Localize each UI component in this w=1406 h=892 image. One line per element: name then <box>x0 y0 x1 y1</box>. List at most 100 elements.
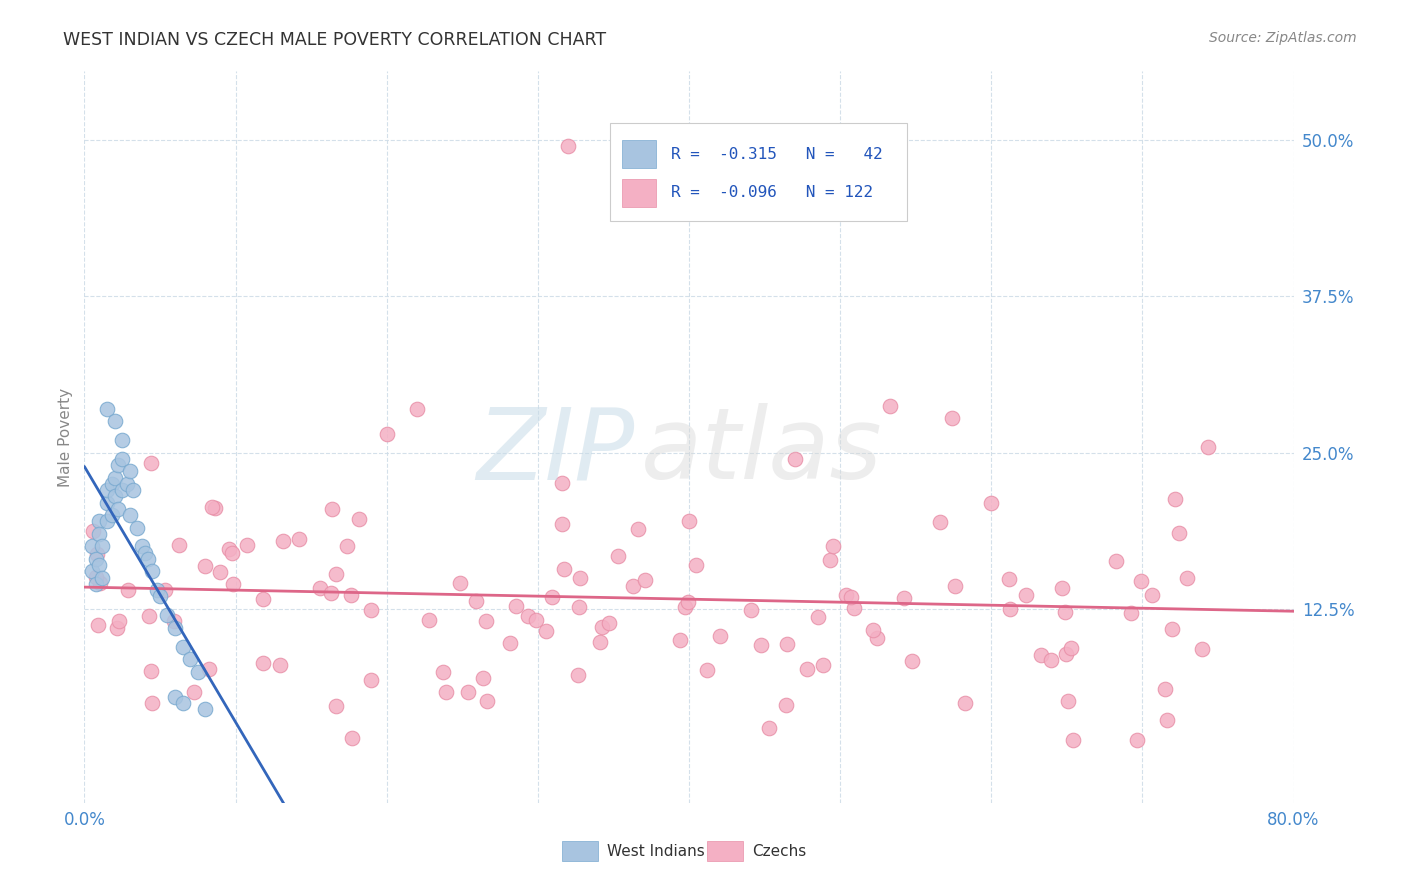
Point <box>1050 581 1073 595</box>
Point <box>100 477 122 491</box>
Point <box>138 609 160 624</box>
Point <box>87 618 110 632</box>
Point <box>141 456 163 470</box>
Point <box>218 541 240 556</box>
Text: R =  -0.096   N = 122: R = -0.096 N = 122 <box>671 186 873 201</box>
Point <box>375 426 398 441</box>
Point <box>1104 554 1126 568</box>
Point <box>457 685 479 699</box>
Point <box>866 631 889 645</box>
Point <box>541 590 564 604</box>
Point <box>167 538 190 552</box>
Point <box>879 399 901 413</box>
Point <box>80 565 103 579</box>
Point <box>998 601 1021 615</box>
Point <box>998 572 1021 586</box>
Point <box>84 570 107 584</box>
Point <box>105 621 128 635</box>
Point <box>111 452 134 467</box>
Point <box>557 139 579 153</box>
Bar <box>562 841 599 862</box>
Point <box>1057 694 1080 708</box>
Point <box>839 590 862 604</box>
Point <box>96 496 118 510</box>
Point <box>634 573 657 587</box>
Point <box>776 637 799 651</box>
Point <box>118 508 141 523</box>
Point <box>449 576 471 591</box>
Point <box>740 603 762 617</box>
Point <box>505 599 527 614</box>
Point <box>104 414 127 428</box>
Bar <box>707 841 744 862</box>
Point <box>1168 525 1191 540</box>
Point <box>104 471 127 485</box>
Point <box>104 490 127 504</box>
Point <box>347 511 370 525</box>
Point <box>204 500 226 515</box>
Point <box>155 582 177 597</box>
Point <box>434 685 457 699</box>
Point <box>131 540 153 554</box>
Point <box>775 698 797 712</box>
Point <box>336 539 359 553</box>
Point <box>709 629 731 643</box>
Bar <box>623 179 657 207</box>
Point <box>360 602 382 616</box>
Point <box>553 562 575 576</box>
Text: atlas: atlas <box>641 403 882 500</box>
Point <box>208 565 231 579</box>
Text: R =  -0.315   N =   42: R = -0.315 N = 42 <box>671 146 883 161</box>
Text: ZIP: ZIP <box>477 403 634 500</box>
Point <box>598 616 620 631</box>
Point <box>551 517 574 532</box>
Point <box>953 697 976 711</box>
Point <box>673 600 696 615</box>
Point <box>678 515 700 529</box>
Point <box>163 614 186 628</box>
Point <box>1126 733 1149 747</box>
Point <box>287 532 309 546</box>
Point <box>1142 588 1164 602</box>
Point <box>783 452 806 467</box>
Point <box>1156 713 1178 727</box>
Point <box>823 539 845 553</box>
Point <box>117 583 139 598</box>
Point <box>201 500 224 515</box>
Y-axis label: Male Poverty: Male Poverty <box>58 387 73 487</box>
Point <box>796 662 818 676</box>
Point <box>118 465 141 479</box>
Point <box>271 533 294 548</box>
Point <box>198 662 221 676</box>
Point <box>980 496 1002 510</box>
Point <box>165 621 187 635</box>
Point <box>568 571 591 585</box>
Point <box>100 508 122 523</box>
Point <box>252 656 274 670</box>
Point <box>165 690 187 704</box>
Point <box>621 579 644 593</box>
Point <box>89 576 111 591</box>
Point <box>156 608 179 623</box>
Point <box>811 657 834 672</box>
Point <box>1164 491 1187 506</box>
Point <box>432 665 454 680</box>
Point <box>842 601 865 615</box>
Point <box>91 571 114 585</box>
Point <box>149 590 172 604</box>
Point <box>86 552 108 566</box>
Point <box>309 582 332 596</box>
Point <box>1053 605 1076 619</box>
Point <box>96 483 118 498</box>
Point <box>80 540 103 554</box>
Point <box>862 623 884 637</box>
Point <box>534 624 557 639</box>
Point <box>1191 642 1213 657</box>
Text: WEST INDIAN VS CZECH MALE POVERTY CORRELATION CHART: WEST INDIAN VS CZECH MALE POVERTY CORREL… <box>63 31 606 49</box>
Point <box>1015 588 1038 602</box>
Text: West Indians: West Indians <box>607 844 704 859</box>
Point <box>499 636 522 650</box>
Point <box>89 558 111 573</box>
Point <box>141 696 163 710</box>
Point <box>96 515 118 529</box>
